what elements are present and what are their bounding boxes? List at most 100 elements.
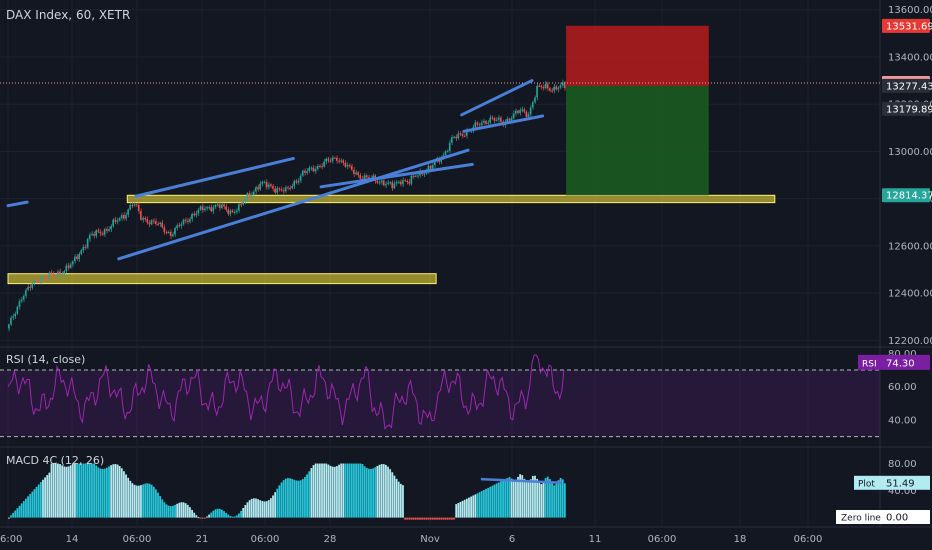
candle — [414, 175, 417, 177]
macd-bar — [27, 496, 29, 518]
candle — [157, 223, 159, 225]
candle — [461, 133, 464, 136]
candle — [378, 182, 381, 184]
candle — [459, 133, 462, 135]
macd-bar — [402, 485, 404, 518]
candle — [197, 209, 200, 214]
candle — [553, 86, 555, 91]
candle — [282, 190, 285, 192]
macd-bar — [419, 517, 421, 520]
macd-bar — [54, 463, 57, 518]
candle — [365, 175, 368, 178]
candle — [108, 229, 110, 231]
candle — [451, 137, 453, 143]
macd-bar — [365, 467, 368, 518]
candle — [97, 230, 100, 232]
candle — [116, 220, 119, 222]
macd-bar — [323, 463, 326, 518]
candle — [272, 186, 274, 189]
candle — [331, 157, 334, 161]
macd-bar — [103, 468, 106, 518]
macd-bar — [350, 463, 353, 518]
macd-bar — [29, 493, 32, 518]
candle — [493, 117, 496, 121]
macd-bar — [133, 484, 136, 518]
candle — [172, 234, 174, 237]
macd-bar — [314, 463, 317, 518]
candle — [261, 182, 264, 184]
candle — [65, 265, 68, 272]
candle — [167, 232, 170, 234]
macd-bar — [485, 488, 487, 518]
macd-bar — [182, 502, 185, 518]
candle — [242, 201, 244, 205]
macd-bar — [519, 474, 521, 518]
price-label-box — [882, 78, 930, 93]
macd-bar — [238, 513, 240, 518]
rsi-tick-label: 80.00 — [888, 349, 917, 360]
macd-bar — [506, 478, 509, 518]
support-zone-lower — [7, 273, 437, 285]
macd-bar — [165, 504, 168, 518]
macd-bar — [393, 475, 396, 518]
price-label-box — [882, 18, 930, 33]
macd-bar — [553, 485, 556, 518]
macd-bar — [493, 484, 496, 518]
candle — [544, 83, 547, 89]
macd-bar — [555, 483, 558, 518]
macd-bar — [105, 467, 108, 518]
macd-bar — [342, 463, 345, 518]
candle — [50, 272, 53, 274]
macd-bar — [380, 464, 383, 518]
candle — [427, 165, 430, 172]
candle — [434, 161, 436, 166]
macd-bar — [536, 478, 539, 518]
candle — [508, 118, 511, 121]
macd-bar — [468, 497, 470, 518]
candle — [235, 210, 238, 212]
macd-bar — [231, 516, 234, 518]
macd-bar — [453, 517, 455, 520]
macd-bar — [510, 478, 513, 518]
macd-bar — [297, 480, 300, 518]
macd-bar — [295, 480, 298, 518]
candle — [48, 272, 51, 279]
macd-bar — [206, 516, 208, 518]
candle — [523, 109, 526, 112]
macd-bar — [387, 466, 389, 518]
macd-bar — [208, 514, 211, 518]
macd-bar — [504, 479, 507, 518]
candle — [76, 256, 78, 260]
macd-bar — [353, 463, 355, 518]
candle — [497, 117, 500, 120]
candle — [465, 130, 468, 136]
candle — [10, 317, 12, 325]
candle — [297, 180, 300, 183]
candle — [406, 180, 408, 182]
macd-bar — [172, 505, 174, 518]
macd-bar — [174, 504, 176, 518]
trend-line-middle-channel — [117, 148, 470, 261]
candle — [276, 188, 278, 193]
macd-bar — [195, 515, 198, 518]
candle — [71, 261, 74, 265]
candle — [252, 191, 255, 195]
macd-bar — [178, 502, 181, 518]
candle — [306, 170, 308, 173]
macd-bar — [203, 517, 206, 519]
candle — [78, 253, 80, 260]
candle — [289, 188, 291, 190]
macd-bar — [455, 504, 458, 518]
macd-bar — [410, 517, 413, 520]
macd-bar — [408, 517, 411, 520]
candle — [340, 160, 342, 162]
stop-zone — [566, 25, 709, 86]
macd-bar — [523, 478, 526, 518]
time-tick-label: 06:00 — [251, 534, 280, 545]
candle — [27, 286, 29, 290]
candle — [476, 122, 479, 125]
macd-bar — [404, 517, 406, 520]
candle — [101, 233, 104, 235]
macd-bar — [44, 477, 47, 518]
